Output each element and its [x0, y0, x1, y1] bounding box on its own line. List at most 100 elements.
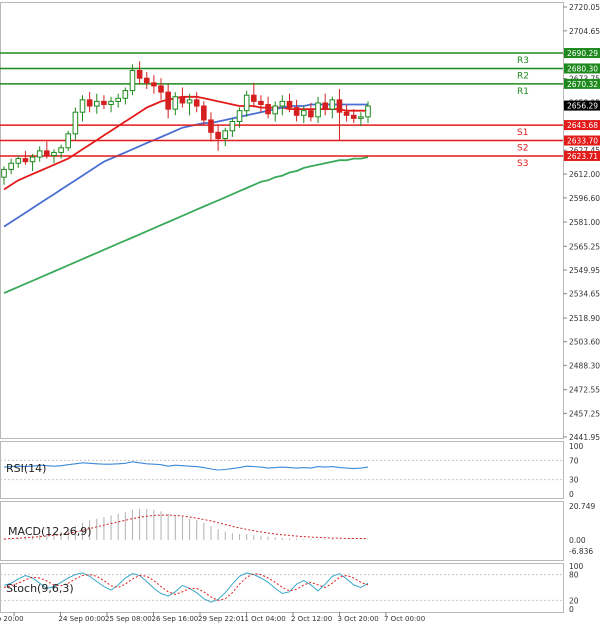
y-tick-label: 2581.00: [569, 218, 600, 227]
level-price-label: 2680.30: [567, 64, 598, 73]
y-tick-label: 2565.25: [569, 242, 600, 251]
ma-line-1: [3, 103, 368, 228]
candle-body: [365, 105, 371, 118]
candle-body: [222, 130, 229, 140]
y-tick-label: 2488.30: [569, 361, 600, 370]
candle-body: [44, 150, 50, 157]
candle-body: [143, 77, 150, 84]
candle-body: [72, 111, 79, 135]
x-tick-label: 25 Sep 08:00: [105, 615, 152, 623]
candle-body: [108, 100, 114, 105]
level-price-tag: [564, 78, 600, 89]
level-price-tag: [564, 120, 600, 131]
candle-body: [93, 100, 100, 107]
candle-body: [350, 114, 357, 119]
y-tick-label: 2549.95: [569, 266, 600, 275]
panel-macd-frame: [0, 501, 564, 561]
rsi-y-tick-label: 100: [569, 442, 584, 451]
y-tick-label: 2534.65: [569, 290, 600, 299]
x-tick-label: 26 Sep 16:00: [152, 615, 199, 623]
level-price-label: 2643.68: [567, 121, 598, 130]
stoch-y-tick-label: 80: [569, 571, 579, 580]
level-label-s2: S2: [517, 144, 528, 154]
candle-body: [36, 150, 43, 158]
rsi-y-tick-label: 0: [569, 490, 574, 499]
x-tick-label: 1 Oct 04:00: [245, 615, 286, 623]
level-price-tag: [564, 48, 600, 59]
x-tick-label: 7 Oct 00:00: [384, 615, 425, 623]
candle-body: [15, 158, 22, 164]
candle-body: [136, 69, 143, 79]
candle-body: [8, 162, 14, 170]
candle-body: [208, 119, 214, 133]
candle-body: [151, 82, 157, 87]
stoch-y-tick-label: 0: [569, 605, 574, 614]
candle-body: [336, 99, 343, 113]
candle-body: [229, 120, 236, 132]
level-label-r3: R3: [517, 56, 529, 66]
candle-body: [293, 107, 300, 116]
candle-body: [186, 99, 193, 104]
macd-y-tick-label: 0.00: [569, 536, 586, 545]
candle-body: [243, 94, 250, 112]
y-tick-label: 2441.95: [569, 433, 600, 442]
panel-rsi-frame: [0, 441, 564, 499]
y-tick-label: 2704.65: [569, 27, 600, 36]
candle-body: [343, 111, 350, 116]
stoch-y-tick-label: 100: [569, 562, 584, 571]
panel-price-frame: [0, 2, 564, 439]
rsi-y-tick-label: 70: [569, 456, 579, 465]
macd-y-tick-label: 20.749: [569, 502, 595, 511]
candle-body: [179, 96, 186, 104]
level-label-s1: S1: [517, 128, 528, 138]
level-price-tag: [564, 63, 600, 74]
candle-body: [215, 131, 221, 140]
candle-body: [193, 99, 200, 107]
candle-body: [65, 133, 72, 149]
y-tick-label: 2720.05: [569, 3, 600, 12]
level-label-s3: S3: [517, 159, 528, 169]
level-price-label: 2670.32: [567, 80, 598, 89]
panel-stoch-frame: [0, 563, 564, 613]
candle-body: [158, 85, 164, 93]
x-tick-label: Sep 20:00: [0, 615, 24, 623]
candle-body: [272, 105, 279, 115]
rsi-title: RSI(14): [6, 462, 46, 475]
stoch-title: Stoch(9,6,3): [6, 582, 74, 595]
candle-body: [358, 116, 364, 119]
level-label-r1: R1: [517, 87, 529, 97]
level-price-label: 2633.70: [567, 137, 598, 146]
candle-body: [315, 102, 321, 118]
candle-body: [122, 90, 129, 99]
y-tick-label: 2472.55: [569, 386, 600, 395]
level-price-tag: [564, 135, 600, 146]
rsi-line: [3, 461, 369, 471]
candle-body: [51, 151, 57, 157]
candle-body: [265, 103, 271, 115]
current-price-label: 2656.29: [567, 102, 598, 111]
x-tick-label: 24 Sep 00:00: [59, 615, 106, 623]
y-tick-label: 2612.00: [569, 170, 600, 179]
stoch-y-tick-label: 20: [569, 596, 579, 605]
candle-body: [1, 168, 7, 178]
level-price-tag: [564, 150, 600, 161]
candle-body: [172, 96, 179, 110]
y-tick-label: 2627.45: [569, 146, 600, 155]
candle-body: [251, 94, 257, 102]
macd-signal-line: [3, 514, 369, 540]
candle-body: [329, 99, 336, 110]
candle-body: [79, 99, 86, 113]
candle-body: [279, 100, 286, 107]
candle-body: [236, 110, 243, 122]
y-tick-label: 2457.25: [569, 409, 600, 418]
level-price-label: 2690.29: [567, 49, 598, 58]
y-tick-label: 2518.90: [569, 314, 600, 323]
candle-body: [129, 69, 136, 92]
candle-body: [286, 100, 293, 109]
candle-body: [300, 110, 307, 116]
candle-body: [115, 97, 121, 102]
candle-body: [165, 91, 171, 110]
stoch-line-1: [3, 573, 369, 601]
